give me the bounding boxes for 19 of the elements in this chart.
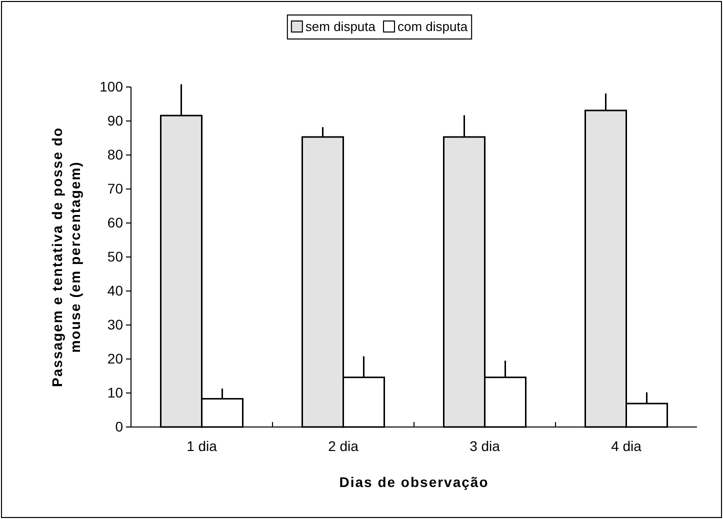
legend-label: sem disputa (305, 19, 376, 34)
x-tick-label: 2 dia (328, 438, 359, 454)
x-tick-label: 3 dia (470, 438, 500, 454)
y-tick-label: 80 (107, 146, 124, 162)
y-tick-label: 40 (107, 282, 124, 298)
y-tick-label: 50 (107, 248, 124, 264)
y-tick-label: 0 (115, 418, 124, 434)
y-tick-label: 90 (107, 112, 124, 128)
y-tick-label: 60 (107, 214, 124, 230)
y-tick-label: 100 (100, 78, 124, 94)
legend-label: com disputa (398, 19, 468, 34)
y-tick-label: 10 (107, 384, 124, 400)
x-tick-label: 1 dia (186, 438, 218, 454)
x-tick-label: 4 dia (611, 438, 642, 454)
y-tick-label: 70 (107, 180, 124, 196)
x-axis-title: Dias de observação (339, 474, 489, 490)
y-tick-label: 30 (107, 316, 124, 332)
y-axis-title: Passagem e tentativa de posse do mouse (em percentagem) (49, 127, 84, 387)
y-tick-label: 20 (107, 350, 124, 366)
